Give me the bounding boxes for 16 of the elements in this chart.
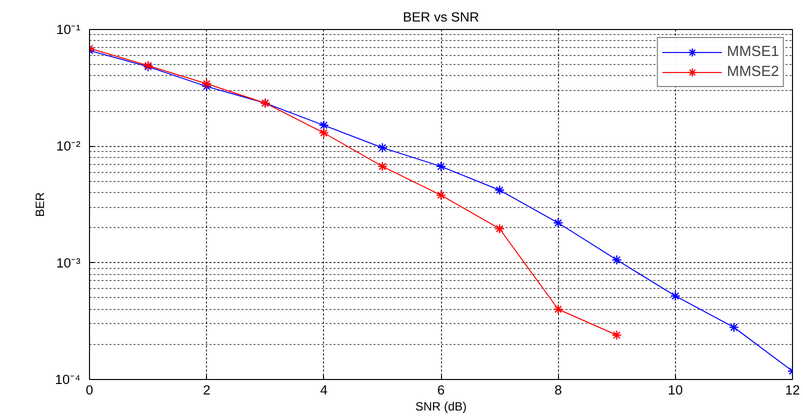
- x-tick-label: 12: [785, 382, 800, 398]
- y-tick-label: 10⁻⁴: [54, 372, 81, 387]
- chart-title: BER vs SNR: [402, 10, 480, 24]
- y-tick-label: 10⁻³: [56, 255, 82, 270]
- x-tick-label: 6: [437, 382, 445, 398]
- y-tick-label: 10⁻²: [56, 138, 82, 154]
- x-tick-label: 4: [320, 382, 328, 398]
- y-axis-title: BER: [32, 192, 47, 217]
- legend-label: MMSE2: [726, 64, 779, 80]
- legend-label: MMSE1: [726, 44, 779, 60]
- x-tick-label: 2: [202, 382, 210, 398]
- x-tick-label: 0: [86, 382, 94, 398]
- x-axis-title: SNR (dB): [415, 400, 467, 414]
- x-tick-label: 8: [554, 382, 562, 398]
- x-tick-label: 10: [668, 382, 683, 398]
- y-tick-label: 10⁻¹: [56, 22, 82, 37]
